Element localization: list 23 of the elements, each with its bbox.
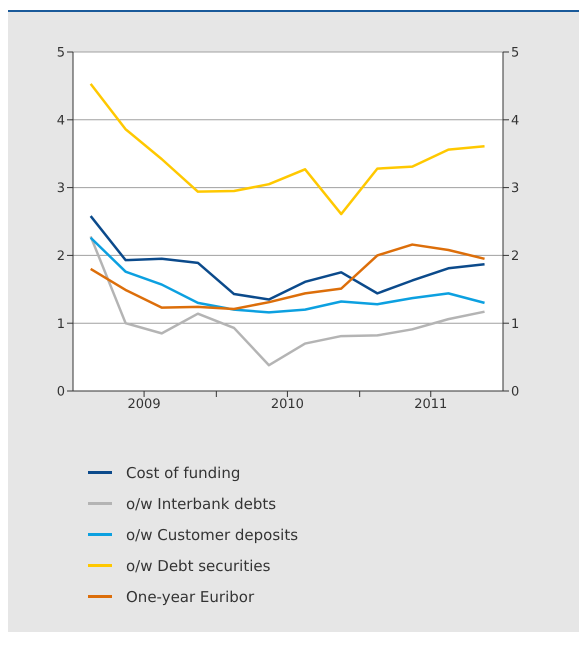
x-tick-label: 2009	[128, 397, 161, 412]
legend-label: o/w Debt securities	[126, 556, 270, 574]
y2-tick-label: 1	[511, 316, 520, 332]
y-tick-label: 0	[56, 384, 65, 400]
x-tick-label: 2010	[270, 397, 304, 412]
legend-label: One-year Euribor	[126, 588, 254, 606]
legend-label: o/w Customer deposits	[126, 526, 298, 544]
legend-label: Cost of funding	[126, 464, 240, 482]
x-tick-label: 2011	[414, 397, 448, 412]
y-tick-label: 1	[56, 316, 65, 332]
line-series	[89, 235, 486, 366]
legend-label: o/w Interbank debts	[126, 494, 276, 512]
y2-tick-label: 2	[511, 249, 520, 264]
y2-tick-label: 5	[511, 46, 520, 61]
y-tick-label: 5	[56, 46, 65, 61]
y-tick-label: 2	[56, 249, 65, 264]
y2-tick-label: 0	[511, 384, 520, 400]
y2-tick-label: 3	[511, 181, 520, 196]
y-tick-label: 4	[56, 113, 65, 128]
line-series	[89, 214, 486, 301]
y2-tick-label: 4	[511, 113, 520, 128]
y-tick-label: 3	[56, 181, 65, 196]
line-series	[89, 82, 486, 216]
